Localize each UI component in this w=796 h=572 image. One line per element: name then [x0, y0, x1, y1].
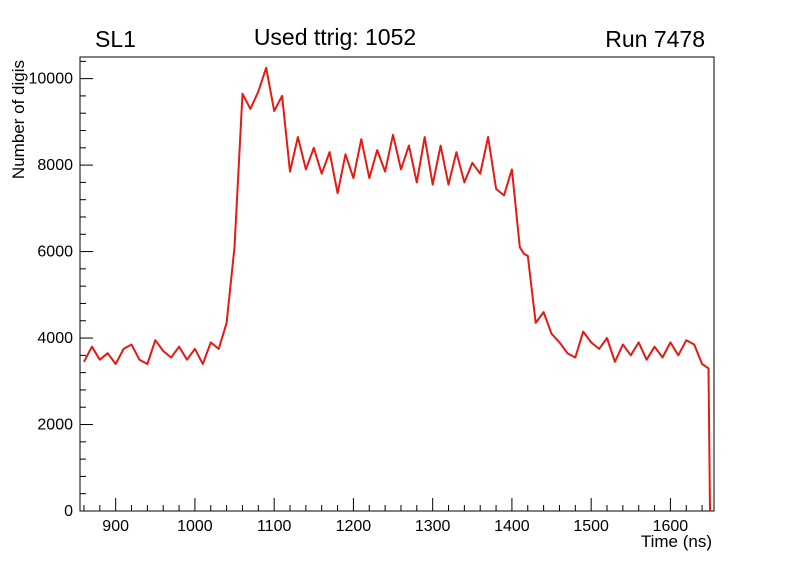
- axis-frame: [79, 56, 715, 512]
- x-tick-label: 1300: [415, 518, 451, 535]
- pad-title-center: Used ttrig: 1052: [254, 24, 416, 50]
- x-tick-label: 1600: [653, 518, 689, 535]
- y-tick-label: 0: [64, 503, 73, 520]
- x-tick-label: 900: [102, 518, 129, 535]
- x-tick-label: 1200: [336, 518, 372, 535]
- pad-label-right: Run 7478: [605, 26, 705, 52]
- y-tick-label: 4000: [37, 330, 73, 347]
- x-tick-label: 1000: [177, 518, 213, 535]
- y-tick-label: 2000: [37, 417, 73, 434]
- pad-label-left: SL1: [95, 26, 136, 52]
- x-tick-label: 1100: [257, 518, 292, 535]
- y-tick-label: 8000: [37, 157, 73, 174]
- chart-frame: 900 1000 1100 1200 1300 1400 1500 1600 0 2000 4000…: [29, 56, 715, 535]
- x-axis-title: Time (ns): [641, 532, 712, 551]
- x-tick-label: 1500: [573, 518, 609, 535]
- chart-line-digis-vs-time: [83, 66, 711, 512]
- y-axis-title: Number of digis: [9, 60, 28, 179]
- y-tick-label: 10000: [29, 71, 74, 88]
- y-tick-label: 6000: [37, 244, 73, 261]
- x-tick-label: 1400: [494, 518, 530, 535]
